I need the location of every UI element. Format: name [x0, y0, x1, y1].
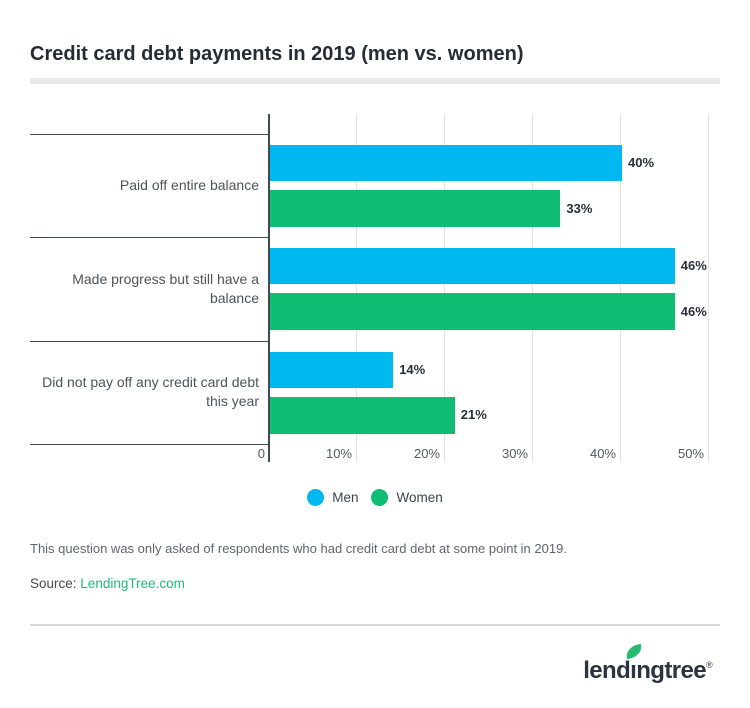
footer-divider — [30, 624, 720, 626]
category-separator — [30, 341, 268, 342]
women-color-dot — [371, 489, 389, 506]
bar-women — [270, 293, 675, 331]
logo-text-ngtree: ngtree — [636, 657, 706, 684]
legend-item-women: Women — [371, 489, 443, 506]
bar-women — [270, 190, 561, 227]
chart-legend: Men Women — [0, 489, 750, 506]
chart-gridline — [532, 114, 533, 462]
chart-gridline — [620, 114, 621, 462]
logo-text-lend: lend — [583, 657, 631, 684]
x-tick-label: 20% — [413, 446, 440, 461]
bar-men — [270, 248, 675, 285]
x-tick-label: 40% — [589, 446, 616, 461]
chart-gridline — [356, 114, 357, 462]
category-separator — [30, 444, 268, 445]
bar-value-label: 21% — [460, 407, 487, 423]
source-label: Source: — [30, 576, 77, 591]
category-label: Made progress but still have a balance — [72, 270, 259, 306]
men-color-dot — [307, 489, 325, 506]
bar-women — [270, 396, 455, 434]
source-link[interactable]: LendingTree.com — [80, 576, 185, 591]
category-separator — [30, 134, 268, 135]
bar-value-label: 14% — [399, 361, 426, 377]
category-separator — [30, 237, 268, 238]
footnote-text: This question was only asked of responde… — [30, 541, 567, 556]
chart-gridline — [444, 114, 445, 462]
logo-letter-i: ı — [625, 643, 643, 685]
x-tick-label: 30% — [501, 446, 528, 461]
bar-value-label: 46% — [680, 258, 707, 274]
y-axis-line — [268, 114, 270, 462]
x-tick-label: 0 — [257, 446, 265, 461]
bar-men — [270, 145, 622, 181]
chart-gridline — [708, 114, 709, 462]
bar-chart: 0 10% 20% 30% 40% 50% Paid off entire balance 4… — [30, 114, 709, 462]
legend-label-women: Women — [396, 490, 443, 505]
x-tick-label: 10% — [325, 446, 352, 461]
lendingtree-logo: lend ıngtree® — [583, 643, 713, 685]
title-divider — [30, 78, 720, 84]
bar-value-label: 40% — [628, 155, 655, 170]
legend-label-men: Men — [332, 490, 359, 505]
category-label: Paid off entire balance — [119, 177, 259, 194]
page-title: Credit card debt payments in 2019 (men v… — [30, 43, 524, 65]
bar-men — [270, 351, 394, 388]
bar-value-label: 33% — [566, 200, 593, 216]
source-line: Source: LendingTree.com — [30, 576, 185, 591]
registered-mark: ® — [705, 660, 713, 670]
category-label: Did not pay off any credit card debt thi… — [42, 374, 259, 410]
bar-value-label: 46% — [680, 303, 707, 319]
legend-item-men: Men — [307, 489, 358, 506]
x-tick-label: 50% — [677, 446, 704, 461]
